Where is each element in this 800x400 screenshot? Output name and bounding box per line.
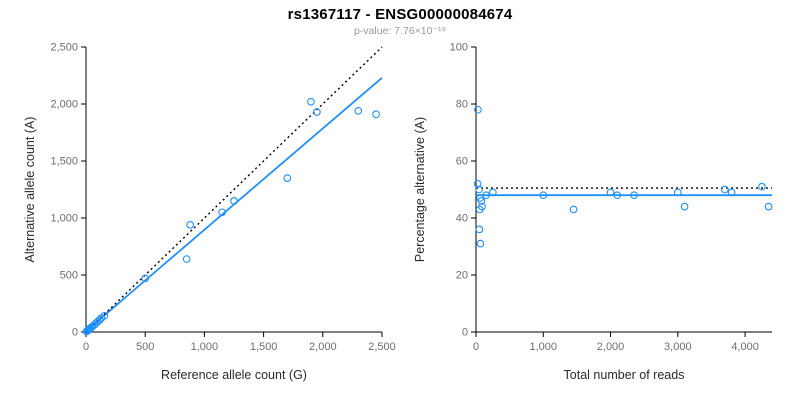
y-tick-label: 1,500 <box>50 156 78 168</box>
data-point <box>758 182 766 191</box>
data-point <box>141 274 150 283</box>
data-point <box>630 191 638 200</box>
data-point <box>606 188 615 197</box>
data-point <box>727 188 736 197</box>
y-tick-label: 100 <box>450 42 468 54</box>
y-tick-label: 2,000 <box>50 99 78 111</box>
x-tick-label: 2,000 <box>597 341 625 353</box>
data-point <box>283 174 292 182</box>
x-axis-title: Reference allele count (G) <box>161 368 307 382</box>
data-point <box>673 188 682 197</box>
y-tick-label: 0 <box>462 327 468 339</box>
data-point <box>186 220 195 229</box>
y-tick-label: 60 <box>456 156 468 168</box>
data-point <box>475 205 484 214</box>
data-point <box>476 239 485 248</box>
percentage-alternative-chart: 0 1,000 2,000 3,000 4,000 0 20 40 60 80 100 Total n… <box>408 37 788 397</box>
x-tick-label: 1,000 <box>530 341 558 353</box>
data-point <box>372 110 380 119</box>
x-axis-title: Total number of reads <box>564 368 685 382</box>
data-point <box>95 316 104 324</box>
data-point <box>354 106 363 115</box>
data-point <box>218 208 227 217</box>
figure-title: rs1367117 - ENSG00000084674 <box>287 6 513 23</box>
percentage-alternative-svg: 0 1,000 2,000 3,000 4,000 0 20 40 60 80 100 Total n… <box>413 42 773 382</box>
data-point <box>539 191 548 200</box>
data-point <box>477 197 486 205</box>
y-tick-label: 80 <box>456 99 468 111</box>
data-point <box>475 185 483 194</box>
y-tick-label: 500 <box>60 270 78 282</box>
data-point <box>764 202 773 211</box>
allele-counts-chart: 0 500 1,000 1,500 2,000 2,500 0 500 1,000 1,500 2,… <box>18 37 398 397</box>
x-tick-label: 0 <box>83 341 89 353</box>
y-axis-title: Percentage alternative (A) <box>413 117 427 262</box>
data-point <box>473 179 482 188</box>
data-point <box>307 97 315 106</box>
x-tick-label: 2,000 <box>309 341 337 353</box>
data-point <box>182 255 191 263</box>
data-point <box>488 188 497 197</box>
data-point <box>474 105 482 114</box>
data-point <box>680 202 689 211</box>
y-tick-label: 0 <box>72 327 78 339</box>
data-point <box>721 185 729 194</box>
y-tick-label: 20 <box>456 270 468 282</box>
charts-row: 0 500 1,000 1,500 2,000 2,500 0 500 1,000 1,500 2,… <box>0 37 800 397</box>
x-tick-label: 0 <box>473 341 479 353</box>
identity-line <box>85 46 383 333</box>
x-tick-label: 1,000 <box>191 341 219 353</box>
data-point <box>482 191 490 200</box>
y-tick-label: 40 <box>456 213 468 225</box>
data-point <box>569 205 578 214</box>
y-axis-title: Alternative allele count (A) <box>23 117 37 263</box>
x-tick-label: 2,500 <box>368 341 396 353</box>
figure-subtitle: p-value: 7.76×10⁻¹⁹ <box>353 25 447 37</box>
x-tick-label: 500 <box>136 341 154 353</box>
data-point <box>313 108 321 116</box>
data-point <box>475 225 484 234</box>
x-tick-label: 1,500 <box>250 341 278 353</box>
y-tick-label: 2,500 <box>50 42 78 54</box>
y-tick-label: 1,000 <box>50 213 78 225</box>
data-point <box>230 197 238 205</box>
x-tick-label: 4,000 <box>731 341 759 353</box>
data-point <box>613 191 622 200</box>
allele-counts-svg: 0 500 1,000 1,500 2,000 2,500 0 500 1,000 1,500 2,… <box>23 42 396 383</box>
x-tick-label: 3,000 <box>664 341 692 353</box>
data-point <box>100 311 109 320</box>
